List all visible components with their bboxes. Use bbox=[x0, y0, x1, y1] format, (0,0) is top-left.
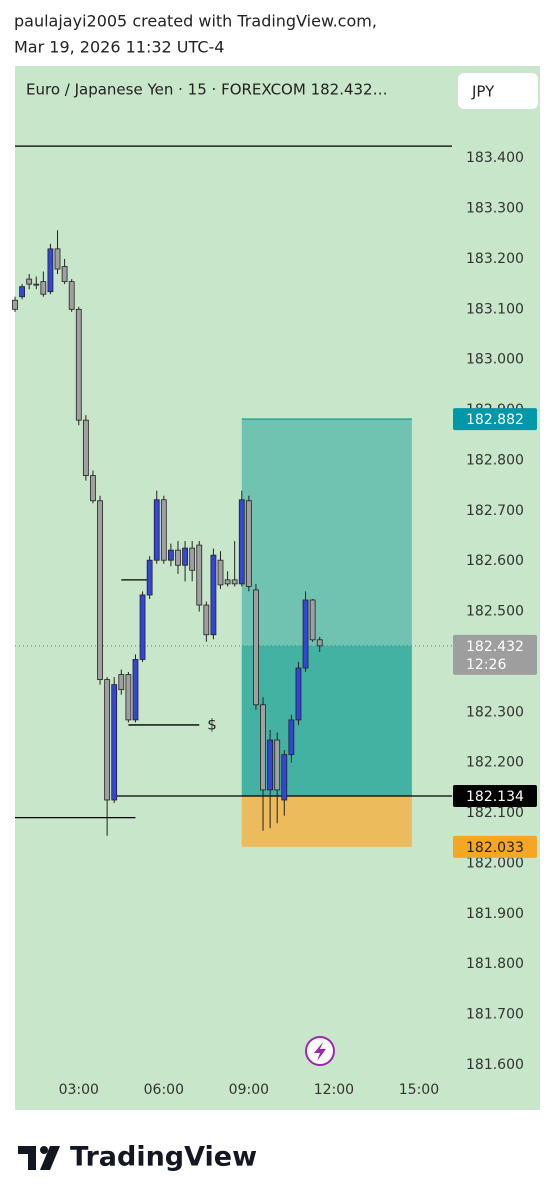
legend: Euro / Japanese Yen · 15 · FOREXCOM 182.… bbox=[26, 81, 388, 99]
candle-body bbox=[267, 739, 274, 791]
stop-zone bbox=[241, 795, 412, 847]
candle-body bbox=[189, 547, 196, 571]
candle-body bbox=[295, 667, 302, 721]
candle-body bbox=[104, 679, 111, 801]
candle-body bbox=[316, 639, 323, 647]
candle-body bbox=[40, 281, 47, 295]
candle-body bbox=[47, 248, 54, 293]
y-tick-label: 182.500 bbox=[466, 604, 524, 620]
currency-label: JPY bbox=[471, 83, 495, 101]
x-tick-label: 12:00 bbox=[314, 1082, 354, 1098]
candle-body bbox=[182, 547, 188, 566]
candle-body bbox=[12, 299, 18, 310]
stop-price-tag: 182.033 bbox=[466, 840, 524, 856]
candle-body bbox=[125, 674, 132, 721]
candle-body bbox=[281, 754, 288, 801]
candle-body bbox=[82, 419, 89, 476]
y-tick-label: 183.100 bbox=[466, 301, 524, 317]
entry-price-tag: 182.134 bbox=[466, 789, 524, 805]
candle-body bbox=[245, 500, 252, 587]
candle-body bbox=[217, 559, 224, 586]
candle-body bbox=[210, 554, 217, 636]
countdown: 12:26 bbox=[466, 657, 506, 673]
candle-body bbox=[224, 579, 231, 585]
candle-body bbox=[26, 278, 33, 285]
candle-body bbox=[260, 704, 266, 791]
date-line: Mar 19, 2026 11:32 UTC-4 bbox=[14, 38, 224, 57]
candle-body bbox=[253, 589, 259, 706]
candle-body bbox=[274, 739, 281, 791]
candle-body bbox=[203, 604, 210, 636]
brand-logo bbox=[18, 1146, 60, 1170]
x-tick-label: 03:00 bbox=[59, 1082, 99, 1098]
y-tick-label: 183.300 bbox=[466, 201, 524, 217]
candle-body bbox=[68, 281, 75, 310]
last-price-tag-bg bbox=[453, 634, 537, 675]
drawing-label: $ bbox=[207, 715, 217, 733]
target-price-tag-bg bbox=[453, 408, 537, 431]
candle-body bbox=[302, 599, 309, 669]
y-tick-label: 182.600 bbox=[466, 553, 524, 569]
entry-price-tag-bg bbox=[453, 784, 537, 807]
candle-body bbox=[111, 684, 118, 801]
candle-body bbox=[75, 308, 82, 421]
x-tick-label: 15:00 bbox=[399, 1082, 439, 1098]
y-tick-label: 183.400 bbox=[466, 150, 524, 166]
candle-body bbox=[118, 674, 125, 691]
y-tick-label: 183.200 bbox=[466, 251, 524, 267]
y-tick-label: 182.300 bbox=[466, 704, 524, 720]
candle-body bbox=[168, 549, 174, 561]
candle-body bbox=[288, 719, 295, 756]
candle-body bbox=[97, 500, 103, 680]
candle-body bbox=[132, 659, 139, 721]
plot: 183.400183.300183.200183.100183.000182.9… bbox=[12, 145, 537, 1098]
candle-body bbox=[309, 599, 316, 641]
y-tick-label: 182.000 bbox=[466, 855, 524, 871]
candle-body bbox=[146, 559, 153, 596]
candle-body bbox=[231, 579, 238, 585]
candle-body bbox=[139, 594, 146, 660]
y-tick-label: 182.100 bbox=[466, 805, 524, 821]
candle-body bbox=[61, 266, 68, 283]
stop-price-tag-bg bbox=[453, 835, 537, 858]
y-tick-label: 181.800 bbox=[466, 956, 524, 972]
currency-button[interactable] bbox=[458, 73, 538, 109]
target-price-tag: 182.882 bbox=[466, 412, 524, 428]
y-tick-label: 183.000 bbox=[466, 352, 524, 368]
y-tick-label: 181.600 bbox=[466, 1057, 524, 1073]
x-tick-label: 06:00 bbox=[144, 1082, 184, 1098]
candle-body bbox=[196, 544, 203, 606]
last-price-tag: 182.432 bbox=[466, 639, 524, 655]
y-tick-label: 181.900 bbox=[466, 906, 524, 922]
candle-body bbox=[33, 283, 40, 286]
candle-body bbox=[153, 499, 160, 561]
y-tick-label: 182.200 bbox=[466, 755, 524, 771]
y-tick-label: 182.700 bbox=[466, 503, 524, 519]
candle-body bbox=[19, 286, 25, 298]
y-tick-label: 182.800 bbox=[466, 452, 524, 468]
candle-body bbox=[175, 549, 181, 566]
brand-name: TradingView bbox=[70, 1142, 257, 1173]
author-line: paulajayi2005 created with TradingView.c… bbox=[14, 12, 377, 31]
candle-body bbox=[90, 475, 96, 502]
lightning-icon[interactable] bbox=[305, 1036, 335, 1066]
candle-body bbox=[238, 499, 245, 585]
y-tick-label: 181.700 bbox=[466, 1007, 524, 1023]
candle-body bbox=[54, 248, 61, 270]
candle-body bbox=[160, 499, 167, 561]
x-tick-label: 09:00 bbox=[229, 1082, 269, 1098]
